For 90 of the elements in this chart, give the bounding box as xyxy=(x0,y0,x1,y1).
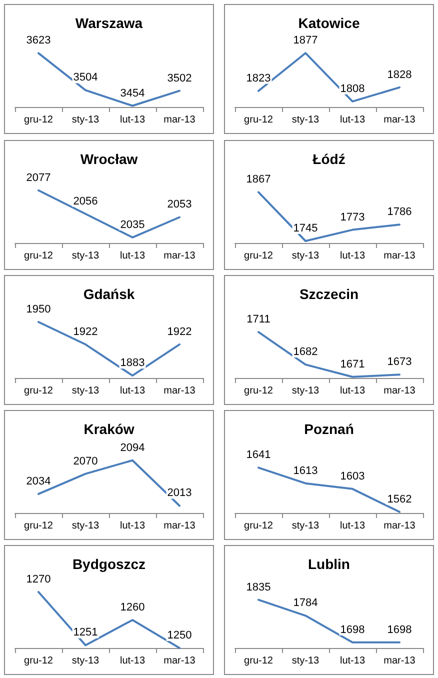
data-label: 1950 xyxy=(26,304,51,316)
x-tick-label: lut-13 xyxy=(120,656,146,666)
x-tick-label: lut-13 xyxy=(120,386,146,396)
x-tick-label: mar-13 xyxy=(164,520,196,532)
data-label: 2035 xyxy=(120,218,145,231)
x-tick-label: mar-13 xyxy=(164,656,196,666)
chart-title: Katowice xyxy=(298,15,360,31)
x-tick-label: lut-13 xyxy=(340,656,366,666)
x-tick-label: lut-13 xyxy=(120,250,146,262)
x-tick-label: mar-13 xyxy=(384,114,416,126)
x-tick-label: gru-12 xyxy=(24,386,54,396)
data-label: 1867 xyxy=(246,174,271,186)
data-label: 3504 xyxy=(73,72,98,84)
data-label: 2070 xyxy=(73,455,98,468)
data-label: 1922 xyxy=(73,326,98,338)
x-tick-label: mar-13 xyxy=(384,250,416,262)
x-tick-label: sty-13 xyxy=(292,114,320,126)
data-label: 1784 xyxy=(293,597,318,610)
data-label: 1922 xyxy=(167,326,192,338)
data-label: 1883 xyxy=(120,357,145,370)
x-tick-label: mar-13 xyxy=(384,520,416,532)
chart-title: Warszawa xyxy=(75,15,143,31)
x-tick-label: gru-12 xyxy=(244,656,274,666)
data-label: 1250 xyxy=(167,630,192,642)
chart-title: Lublin xyxy=(308,556,350,572)
data-label: 2053 xyxy=(167,198,192,211)
x-tick-label: sty-13 xyxy=(292,520,320,532)
data-label: 2077 xyxy=(26,172,51,184)
data-label: 2094 xyxy=(120,442,145,454)
data-label: 1673 xyxy=(387,356,412,368)
x-tick-label: gru-12 xyxy=(24,656,54,666)
data-label: 1808 xyxy=(340,82,365,95)
x-tick-label: mar-13 xyxy=(164,114,196,126)
x-tick-label: sty-13 xyxy=(72,386,100,396)
x-tick-label: gru-12 xyxy=(244,520,274,532)
data-label: 1671 xyxy=(340,358,365,370)
data-label: 1698 xyxy=(387,624,412,636)
data-label: 1835 xyxy=(246,581,271,594)
data-label: 1711 xyxy=(246,314,270,326)
x-tick-label: sty-13 xyxy=(72,520,100,532)
x-tick-label: sty-13 xyxy=(292,656,320,666)
x-tick-label: mar-13 xyxy=(384,386,416,396)
x-tick-label: sty-13 xyxy=(292,250,320,262)
chart-title: Wrocław xyxy=(80,151,138,167)
x-tick-label: sty-13 xyxy=(72,250,100,262)
data-label: 1251 xyxy=(73,626,98,639)
x-tick-label: lut-13 xyxy=(340,114,366,126)
data-label: 1260 xyxy=(120,602,145,614)
x-tick-label: sty-13 xyxy=(72,114,100,126)
data-label: 3502 xyxy=(167,72,192,84)
chart-title: Bydgoszcz xyxy=(72,556,146,572)
x-tick-label: gru-12 xyxy=(244,386,274,396)
chart-title: Poznań xyxy=(304,421,354,437)
data-label: 3454 xyxy=(120,87,145,100)
data-label: 1745 xyxy=(293,222,318,234)
x-tick-label: lut-13 xyxy=(120,520,146,532)
data-label: 1877 xyxy=(293,34,318,47)
x-tick-label: mar-13 xyxy=(164,386,196,396)
x-tick-label: lut-13 xyxy=(340,250,366,262)
data-label: 1828 xyxy=(387,68,412,81)
x-tick-label: gru-12 xyxy=(244,250,274,262)
x-tick-label: mar-13 xyxy=(164,250,196,262)
data-label: 1641 xyxy=(246,449,271,462)
data-label: 1698 xyxy=(340,624,365,636)
x-tick-label: gru-12 xyxy=(24,114,54,126)
x-tick-label: lut-13 xyxy=(340,386,366,396)
data-label: 1682 xyxy=(293,346,318,358)
data-label: 2056 xyxy=(73,195,98,208)
data-label: 1562 xyxy=(387,493,412,506)
x-tick-label: sty-13 xyxy=(72,656,100,666)
data-label: 2013 xyxy=(167,487,192,500)
chart-title: Gdańsk xyxy=(83,286,135,302)
x-tick-label: sty-13 xyxy=(292,386,320,396)
x-tick-label: gru-12 xyxy=(244,114,274,126)
data-label: 2034 xyxy=(26,475,51,488)
chart-title: Łódź xyxy=(312,151,346,167)
chart-title: Szczecin xyxy=(299,286,359,302)
x-tick-label: gru-12 xyxy=(24,520,54,532)
data-label: 1613 xyxy=(293,464,318,477)
x-tick-label: lut-13 xyxy=(340,520,366,532)
data-label: 1773 xyxy=(340,211,365,224)
data-label: 3623 xyxy=(26,34,51,47)
x-tick-label: lut-13 xyxy=(120,114,146,126)
data-label: 1270 xyxy=(26,574,51,586)
x-tick-label: gru-12 xyxy=(24,250,54,262)
chart-title: Kraków xyxy=(84,421,134,437)
data-label: 1786 xyxy=(387,206,412,218)
data-label: 1603 xyxy=(340,470,365,482)
x-tick-label: mar-13 xyxy=(384,656,416,666)
data-label: 1823 xyxy=(246,72,271,84)
